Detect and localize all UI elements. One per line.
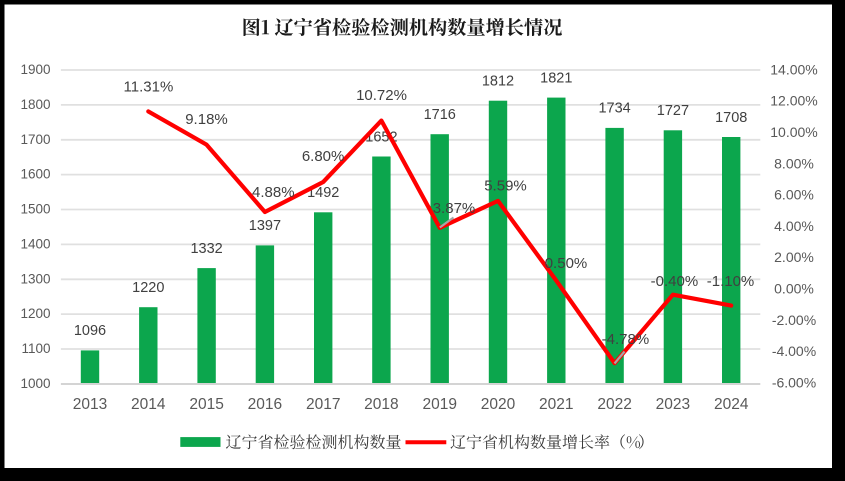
- svg-text:12.00%: 12.00%: [770, 93, 817, 109]
- svg-text:0.50%: 0.50%: [545, 255, 588, 272]
- svg-text:1708: 1708: [715, 110, 747, 126]
- svg-text:1200: 1200: [20, 306, 50, 321]
- svg-text:-1.10%: -1.10%: [707, 273, 755, 290]
- svg-text:5.59%: 5.59%: [484, 177, 527, 194]
- svg-text:2021: 2021: [539, 396, 573, 413]
- svg-text:1332: 1332: [190, 241, 222, 257]
- svg-text:4.00%: 4.00%: [774, 218, 814, 234]
- svg-text:1700: 1700: [20, 132, 50, 147]
- svg-text:10.00%: 10.00%: [770, 124, 817, 140]
- svg-text:1100: 1100: [21, 341, 50, 356]
- svg-text:1734: 1734: [598, 101, 630, 117]
- svg-text:2016: 2016: [248, 396, 282, 413]
- svg-text:2014: 2014: [131, 396, 166, 413]
- svg-text:1900: 1900: [20, 62, 50, 77]
- svg-text:1800: 1800: [20, 97, 50, 112]
- svg-text:2020: 2020: [481, 396, 516, 413]
- svg-text:1600: 1600: [20, 167, 50, 182]
- svg-text:-4.00%: -4.00%: [772, 343, 816, 359]
- svg-text:1492: 1492: [307, 185, 339, 201]
- svg-text:8.00%: 8.00%: [774, 155, 814, 171]
- svg-text:2024: 2024: [714, 396, 749, 413]
- svg-text:2.00%: 2.00%: [774, 249, 814, 265]
- svg-text:-2.00%: -2.00%: [772, 312, 816, 328]
- svg-text:0.00%: 0.00%: [774, 281, 814, 297]
- svg-text:1400: 1400: [20, 236, 50, 251]
- svg-text:2023: 2023: [656, 396, 690, 413]
- svg-text:1500: 1500: [20, 202, 50, 217]
- svg-text:6.80%: 6.80%: [302, 148, 345, 165]
- svg-text:2022: 2022: [597, 396, 631, 413]
- svg-text:2015: 2015: [189, 396, 223, 413]
- svg-text:6.00%: 6.00%: [774, 187, 814, 203]
- svg-text:1300: 1300: [20, 271, 50, 286]
- svg-text:2017: 2017: [306, 396, 340, 413]
- svg-text:1821: 1821: [540, 70, 572, 86]
- svg-text:-4.78%: -4.78%: [602, 331, 650, 348]
- svg-text:14.00%: 14.00%: [770, 61, 817, 77]
- svg-text:1727: 1727: [657, 103, 689, 119]
- svg-text:9.18%: 9.18%: [185, 111, 228, 128]
- svg-text:1000: 1000: [20, 376, 50, 391]
- svg-text:2019: 2019: [422, 396, 456, 413]
- svg-text:-6.00%: -6.00%: [772, 374, 816, 390]
- svg-text:3.87%: 3.87%: [433, 200, 476, 217]
- svg-text:2018: 2018: [364, 396, 398, 413]
- svg-text:2013: 2013: [73, 396, 107, 413]
- svg-text:1220: 1220: [132, 280, 164, 296]
- svg-text:1812: 1812: [482, 74, 514, 90]
- svg-text:4.88%: 4.88%: [252, 184, 295, 201]
- svg-text:1716: 1716: [424, 107, 456, 123]
- svg-text:1096: 1096: [74, 323, 106, 339]
- svg-text:1397: 1397: [249, 218, 281, 234]
- svg-text:11.31%: 11.31%: [124, 78, 174, 95]
- svg-text:10.72%: 10.72%: [356, 87, 407, 104]
- svg-text:-0.40%: -0.40%: [651, 273, 699, 290]
